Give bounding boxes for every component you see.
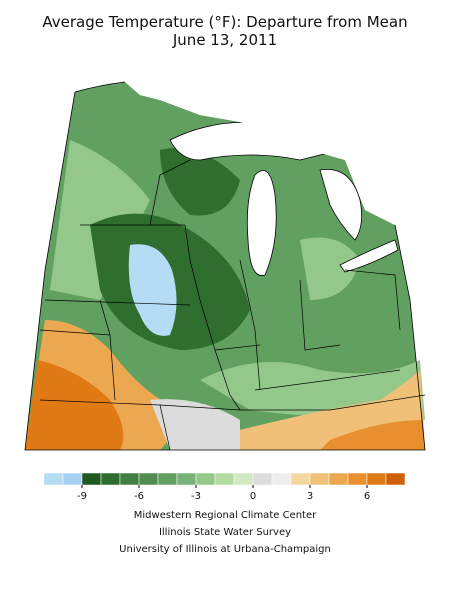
light-green-zone	[50, 140, 425, 420]
colorbar-swatch	[233, 472, 254, 486]
colorbar-swatch	[328, 472, 349, 486]
credit: Midwestern Regional Climate Center	[134, 510, 317, 521]
map-subtitle: June 13, 2011	[172, 31, 277, 49]
colorbar-swatch	[195, 472, 216, 486]
colorbar-tick-label: -3	[191, 491, 201, 502]
colorbar-tick-label: 0	[250, 491, 256, 502]
lake-erie	[339, 239, 399, 273]
colorbar-swatch	[176, 472, 197, 486]
colorbar-swatch	[157, 472, 178, 486]
colorbar-swatch	[43, 472, 64, 486]
lake-huron	[319, 168, 363, 241]
dark-green-zone	[90, 148, 250, 350]
colorbar-swatch	[100, 472, 121, 486]
map-title: Average Temperature (°F): Departure from…	[42, 13, 407, 31]
colorbar-tick-label: -9	[77, 491, 87, 502]
state-borders	[39, 159, 426, 451]
colorbar-swatch	[309, 472, 330, 486]
colorbar-swatch	[138, 472, 159, 486]
colorbar-swatch	[290, 472, 311, 486]
credit: Illinois State Water Survey	[159, 527, 291, 538]
colorbar-swatch	[81, 472, 102, 486]
colorbar-tick-label: 6	[364, 491, 370, 502]
credit: University of Illinois at Urbana-Champai…	[119, 544, 331, 555]
colorbar-swatch	[366, 472, 387, 486]
map-frame	[24, 81, 426, 451]
colorbar-swatch	[62, 472, 83, 486]
colorbar: -9 -6 -3 0 3 6	[43, 472, 406, 502]
colorbar-swatch	[347, 472, 368, 486]
hot-zone-sw	[25, 360, 124, 450]
lake-michigan	[246, 170, 277, 276]
colorbar-tick-label: 3	[307, 491, 313, 502]
canada-area	[75, 60, 400, 225]
colorbar-swatch	[385, 472, 406, 486]
colorbar-swatch	[119, 472, 140, 486]
neutral-zone	[150, 399, 240, 450]
cold-zone	[128, 244, 177, 336]
colorbar-swatch	[214, 472, 235, 486]
colorbar-tick-label: -6	[134, 491, 144, 502]
map	[24, 60, 426, 451]
colorbar-swatch	[271, 472, 292, 486]
colorbar-swatch	[252, 472, 273, 486]
hot-zone-se	[320, 420, 425, 450]
